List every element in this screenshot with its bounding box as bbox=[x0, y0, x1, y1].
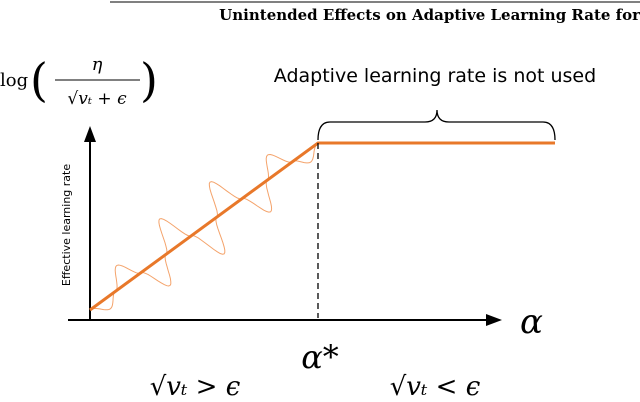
x-axis-label: α bbox=[520, 302, 543, 342]
formula-log: log bbox=[0, 70, 28, 91]
header-title: Unintended Effects on Adaptive Learning … bbox=[219, 6, 640, 24]
annotation: Adaptive learning rate is not used bbox=[274, 65, 596, 87]
formula-numerator: η bbox=[92, 54, 103, 75]
left-condition: √vₜ > ϵ bbox=[150, 372, 241, 402]
paren-left: ( bbox=[30, 53, 48, 107]
threshold-label: α* bbox=[301, 338, 339, 376]
brace bbox=[317, 109, 556, 141]
y-arrow bbox=[84, 126, 96, 142]
formula-denominator: √vₜ + ϵ bbox=[67, 89, 127, 109]
y-axis-label: Effective learning rate bbox=[60, 164, 73, 286]
paren-right: ) bbox=[140, 53, 158, 107]
oscillating-curve bbox=[89, 142, 319, 311]
right-condition: √vₜ < ϵ bbox=[390, 372, 481, 402]
x-arrow bbox=[486, 314, 502, 326]
